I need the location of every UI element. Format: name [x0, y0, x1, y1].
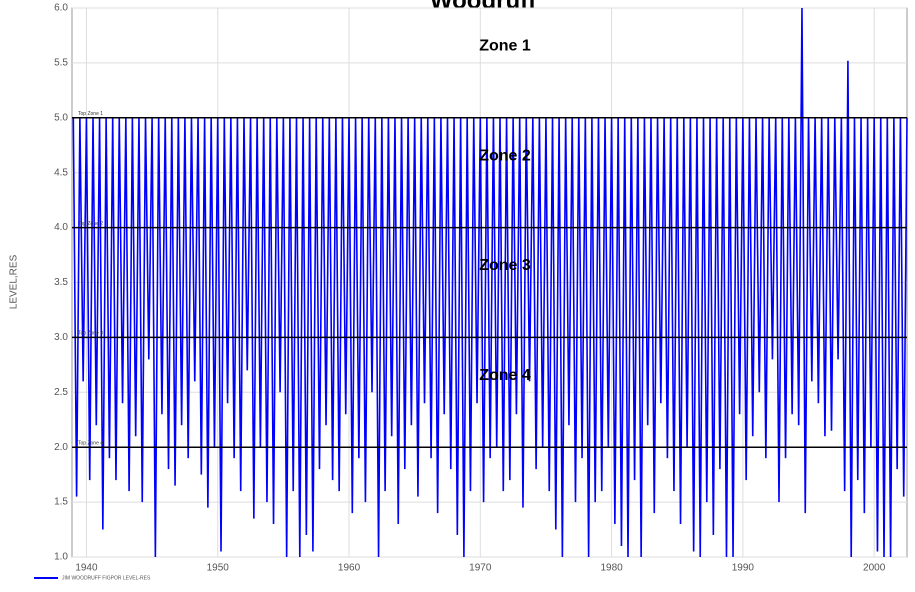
y-tick-label: 3.5 — [54, 277, 68, 288]
x-tick-label: 1980 — [600, 563, 623, 574]
x-tick-label: 2000 — [863, 563, 886, 574]
y-tick-label: 1.0 — [54, 552, 68, 563]
y-tick-label: 3.0 — [54, 332, 68, 343]
y-tick-label: 4.0 — [54, 222, 68, 233]
zone-label: Zone 2 — [479, 147, 531, 164]
y-tick-label: 1.5 — [54, 497, 68, 508]
y-tick-label: 4.5 — [54, 167, 68, 178]
x-tick-label: 1960 — [338, 563, 361, 574]
y-tick-label: 2.5 — [54, 387, 68, 398]
zone-top-label: Top Zone 4 — [78, 441, 103, 447]
zone-top-label: Top Zone 1 — [78, 111, 103, 117]
zone-top-label: Top Zone 3 — [78, 331, 103, 337]
y-tick-label: 5.0 — [54, 112, 68, 123]
y-tick-label: 6.0 — [54, 3, 68, 14]
zone-top-label: Top Zone 2 — [78, 221, 103, 227]
y-tick-label: 5.5 — [54, 58, 68, 69]
x-tick-label: 1940 — [75, 563, 98, 574]
zone-label: Zone 3 — [479, 257, 531, 274]
x-tick-label: 1950 — [207, 563, 230, 574]
x-tick-label: 1970 — [469, 563, 492, 574]
x-tick-label: 1990 — [732, 563, 755, 574]
y-axis-label: LEVEL,RES — [9, 254, 20, 309]
zone-label: Zone 4 — [479, 367, 531, 384]
legend-label: JIM WOODRUFF FIGPOR LEVEL-RES — [62, 575, 151, 581]
y-tick-label: 2.0 — [54, 442, 68, 453]
zone-label: Zone 1 — [479, 38, 531, 55]
